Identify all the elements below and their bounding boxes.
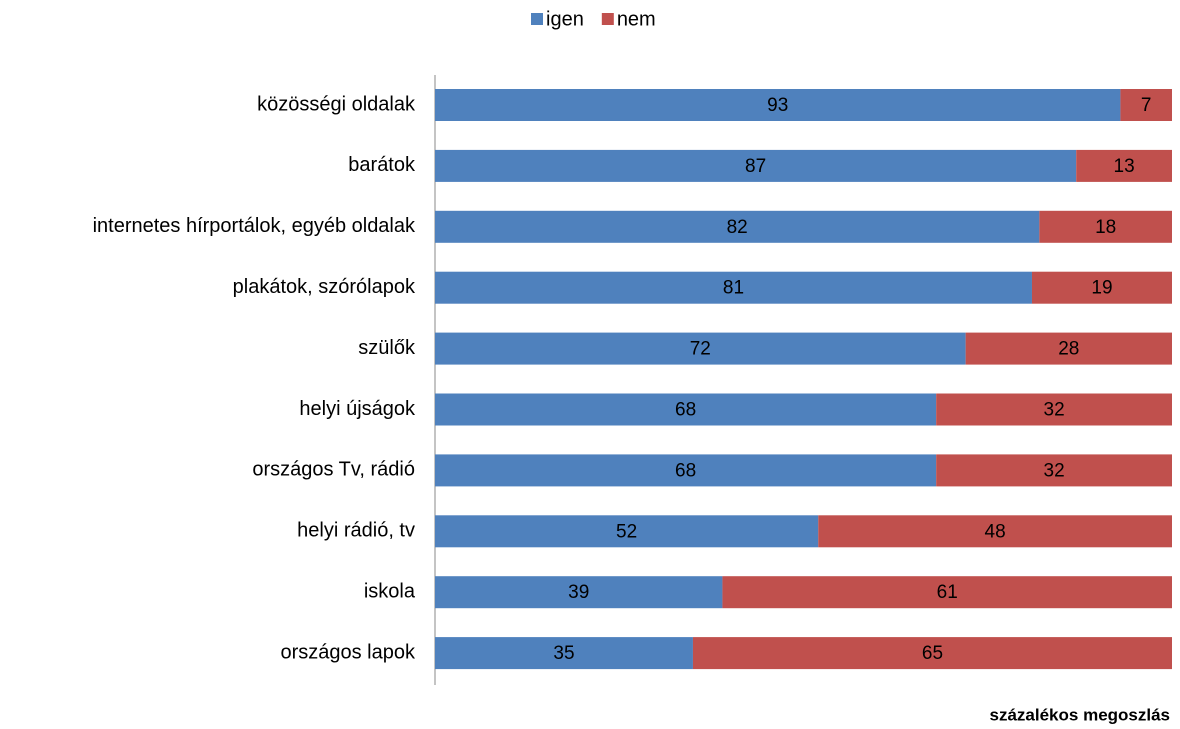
bar-segment (435, 89, 1121, 121)
data-label: 87 (745, 156, 766, 177)
data-label: 13 (1114, 156, 1135, 177)
y-tick-label: országos Tv, rádió (252, 459, 415, 481)
data-label: 61 (937, 582, 958, 603)
data-label: 18 (1095, 217, 1116, 238)
bar-segment (692, 637, 1172, 670)
data-label: 35 (553, 643, 574, 664)
y-tick-label: plakátok, szórólapok (233, 276, 416, 298)
bar-segment (435, 393, 937, 426)
bar-segment (936, 454, 1172, 487)
data-label: 7 (1141, 95, 1152, 116)
y-tick-label: iskola (364, 580, 416, 602)
bar-segment (936, 393, 1172, 426)
legend-label: igen (546, 8, 584, 30)
bar-segment (965, 332, 1172, 365)
y-tick-label: helyi rádió, tv (297, 520, 415, 542)
data-label: 32 (1044, 400, 1065, 421)
data-label: 52 (616, 521, 637, 542)
legend-label: nem (617, 8, 656, 30)
bar-segment (435, 454, 937, 487)
data-label: 28 (1058, 339, 1079, 360)
data-label: 81 (723, 278, 744, 299)
y-tick-label: helyi újságok (299, 398, 416, 420)
legend-swatch (531, 13, 543, 25)
bar-segment (435, 149, 1077, 182)
bar-segment (1031, 271, 1172, 304)
data-label: 93 (767, 95, 788, 116)
y-tick-label: országos lapok (280, 641, 416, 663)
bar-segment (435, 210, 1040, 243)
bar-segment (818, 515, 1172, 548)
bar-segment (435, 515, 819, 548)
bar-segment (1039, 210, 1172, 243)
x-axis-label: százalékos megoszlás (990, 705, 1170, 724)
data-label: 68 (675, 460, 696, 481)
bar-segment (435, 637, 693, 670)
bar-segment (435, 271, 1032, 304)
data-label: 48 (985, 521, 1006, 542)
bar-segment (435, 576, 723, 609)
data-label: 82 (727, 217, 748, 238)
y-tick-label: barátok (348, 154, 416, 176)
data-label: 72 (690, 339, 711, 360)
y-tick-label: szülők (358, 337, 416, 359)
data-label: 65 (922, 643, 943, 664)
bar-segment (722, 576, 1172, 609)
data-label: 19 (1091, 278, 1112, 299)
bar-segment (1120, 89, 1172, 121)
legend-swatch (601, 13, 614, 25)
y-tick-label: közösségi oldalak (257, 93, 416, 115)
y-tick-label: internetes hírportálok, egyéb oldalak (93, 215, 416, 237)
data-label: 39 (568, 582, 589, 603)
bar-segment (1076, 149, 1172, 182)
bar-segment (435, 332, 966, 365)
data-label: 68 (675, 400, 696, 421)
data-label: 32 (1044, 460, 1065, 481)
